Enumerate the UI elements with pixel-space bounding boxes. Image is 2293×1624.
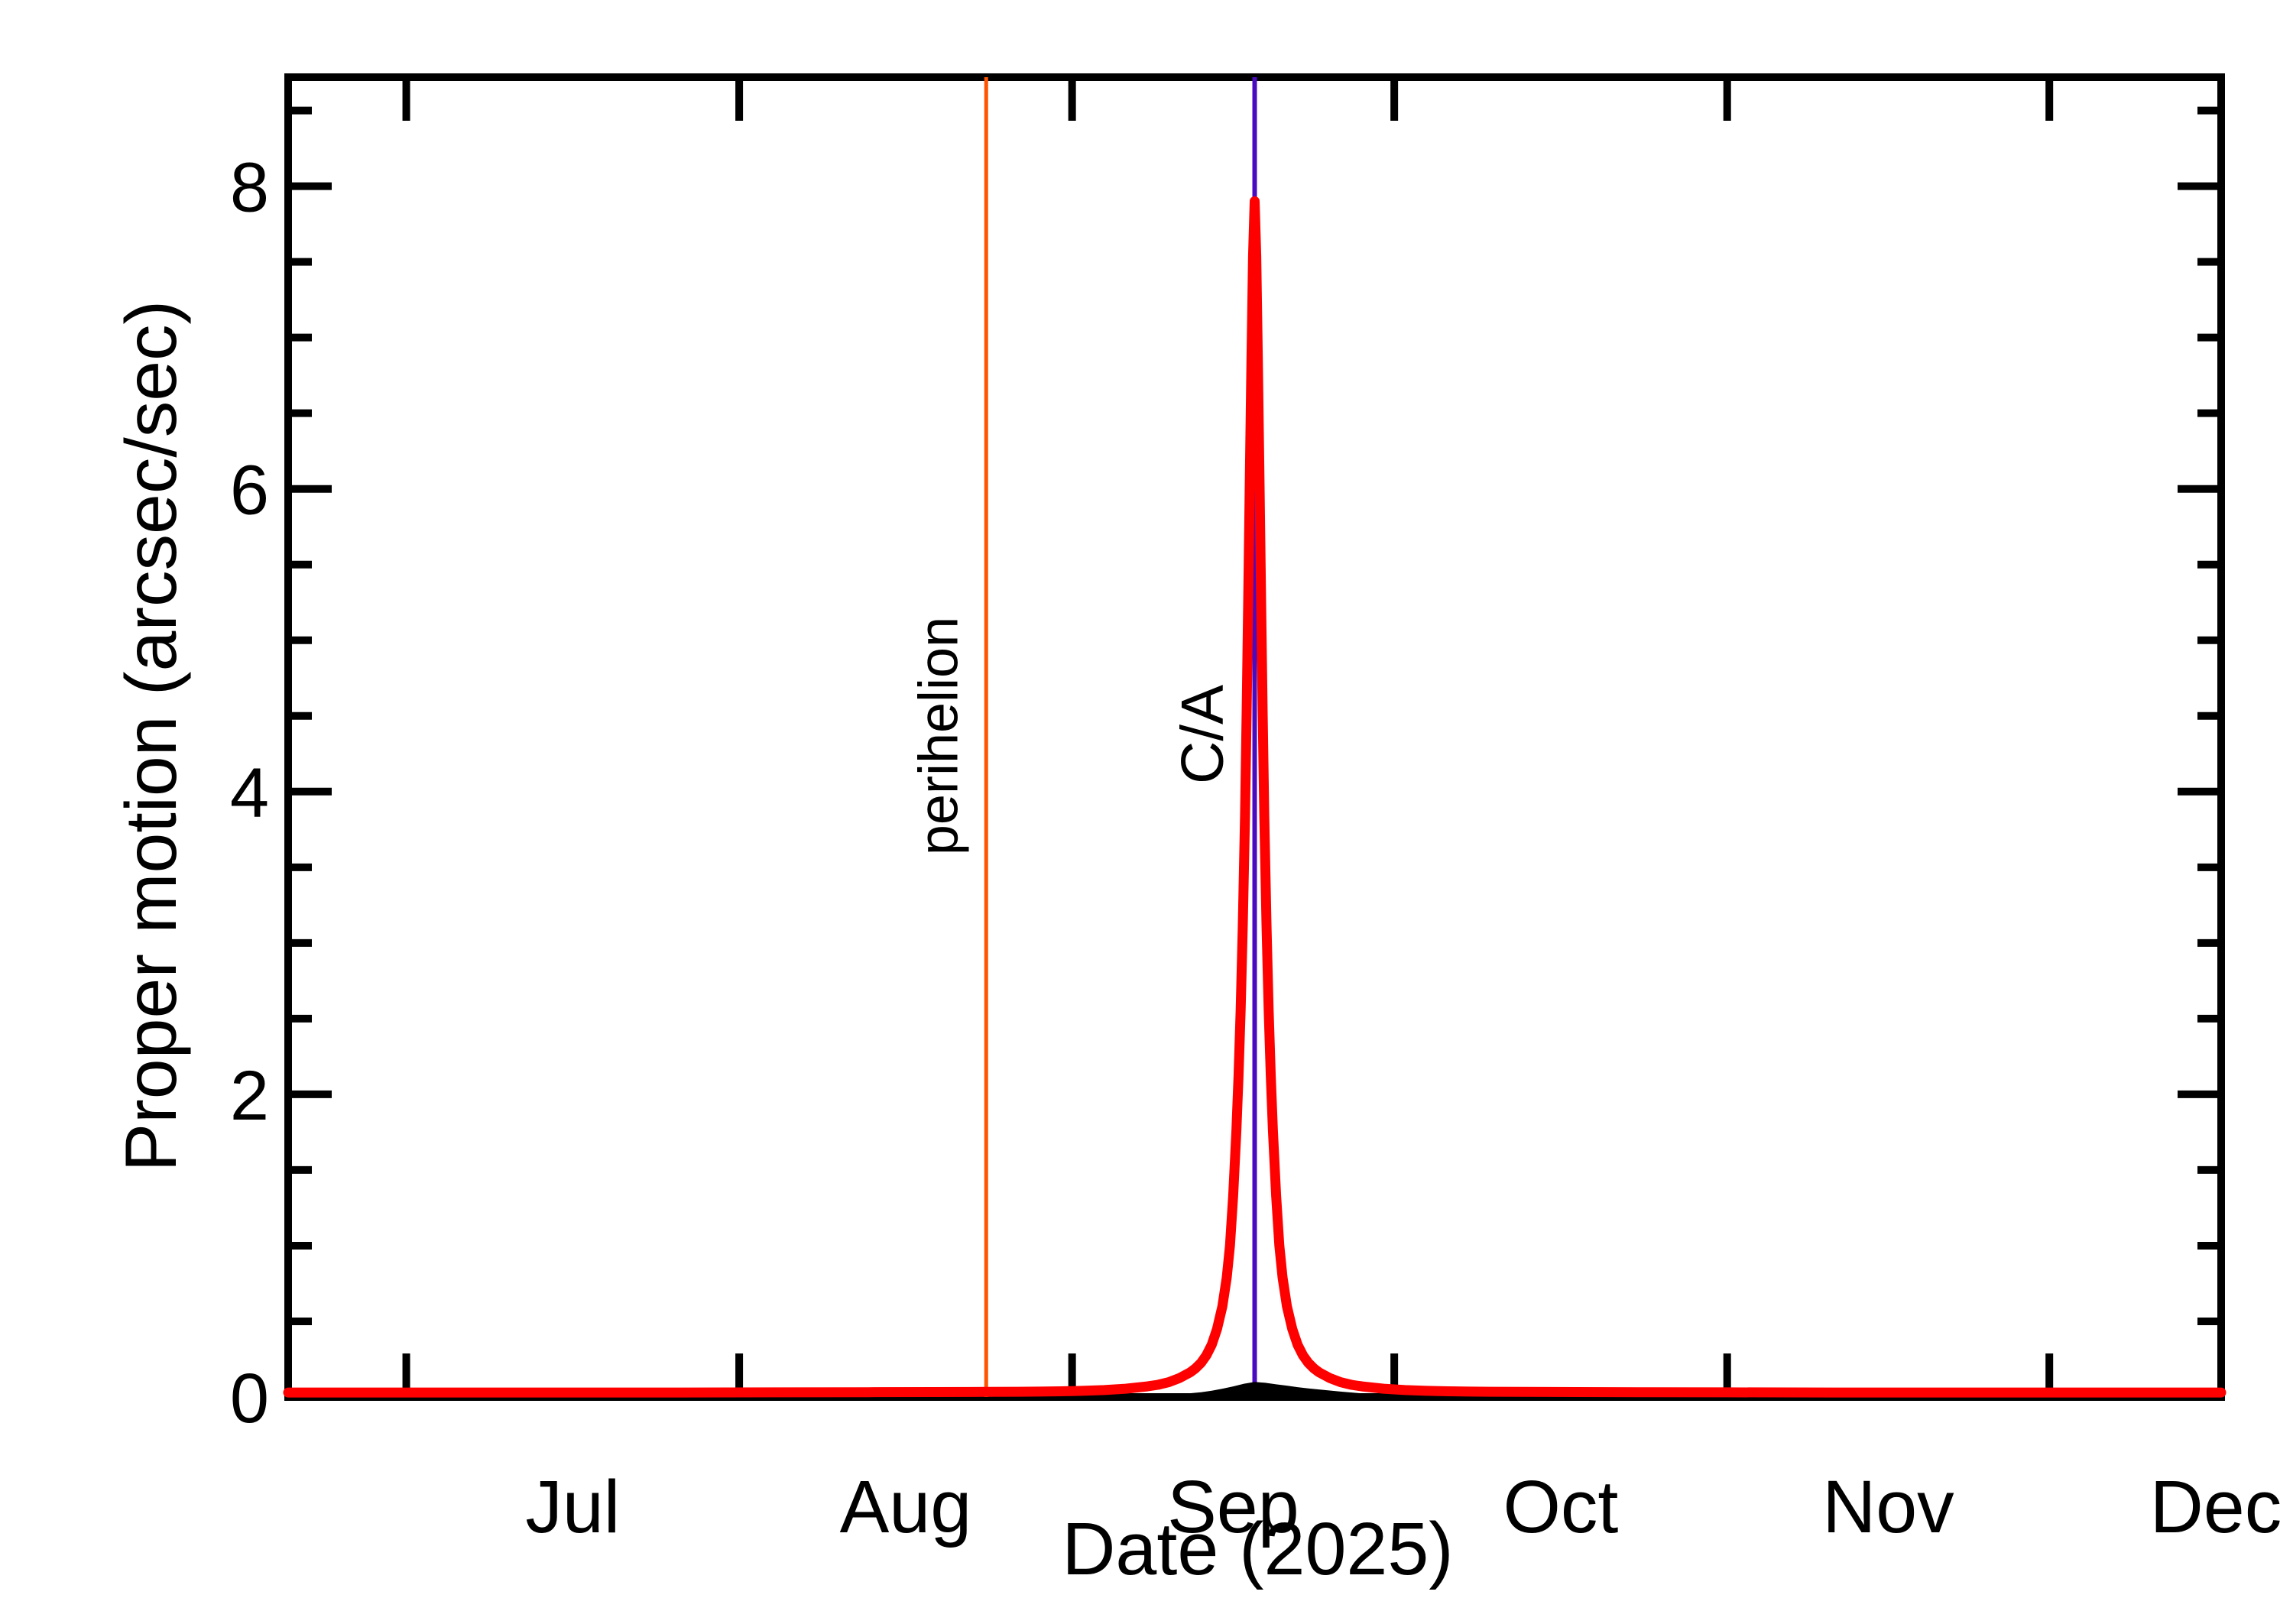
y-tick-label-0: 0 [230,1360,269,1438]
x-axis-ticks-bottom [402,1353,2054,1393]
y-axis-ticks-left [292,106,332,1325]
close-approach-label: C/A [1169,685,1236,784]
proper-motion-curve [283,196,2227,1398]
x-month-label-Jul: Jul [525,1465,620,1548]
x-axis-ticks-top [402,81,2054,121]
y-axis-ticks-right [2178,106,2217,1325]
y-tick-label-6: 6 [230,452,269,530]
y-tick-label-4: 4 [230,754,269,832]
x-month-labels: Jul Aug Sep Oct Nov Dec [525,1465,2282,1548]
y-axis-title: Proper motion (arcsec/sec) [111,300,192,1172]
secondary-dark-area [1147,1382,1406,1397]
x-axis-title: Date (2025) [1062,1507,1453,1590]
y-tick-labels: 0 2 4 6 8 [230,149,269,1438]
x-month-label-Aug: Aug [840,1465,972,1548]
perihelion-label: perihelion [908,617,969,855]
x-month-label-Oct: Oct [1503,1465,1618,1548]
x-month-label-Sep: Sep [1167,1465,1299,1548]
x-month-label-Dec: Dec [2150,1465,2282,1548]
x-month-label-Nov: Nov [1822,1465,1954,1548]
y-tick-label-2: 2 [230,1057,269,1135]
y-tick-label-8: 8 [230,149,269,227]
